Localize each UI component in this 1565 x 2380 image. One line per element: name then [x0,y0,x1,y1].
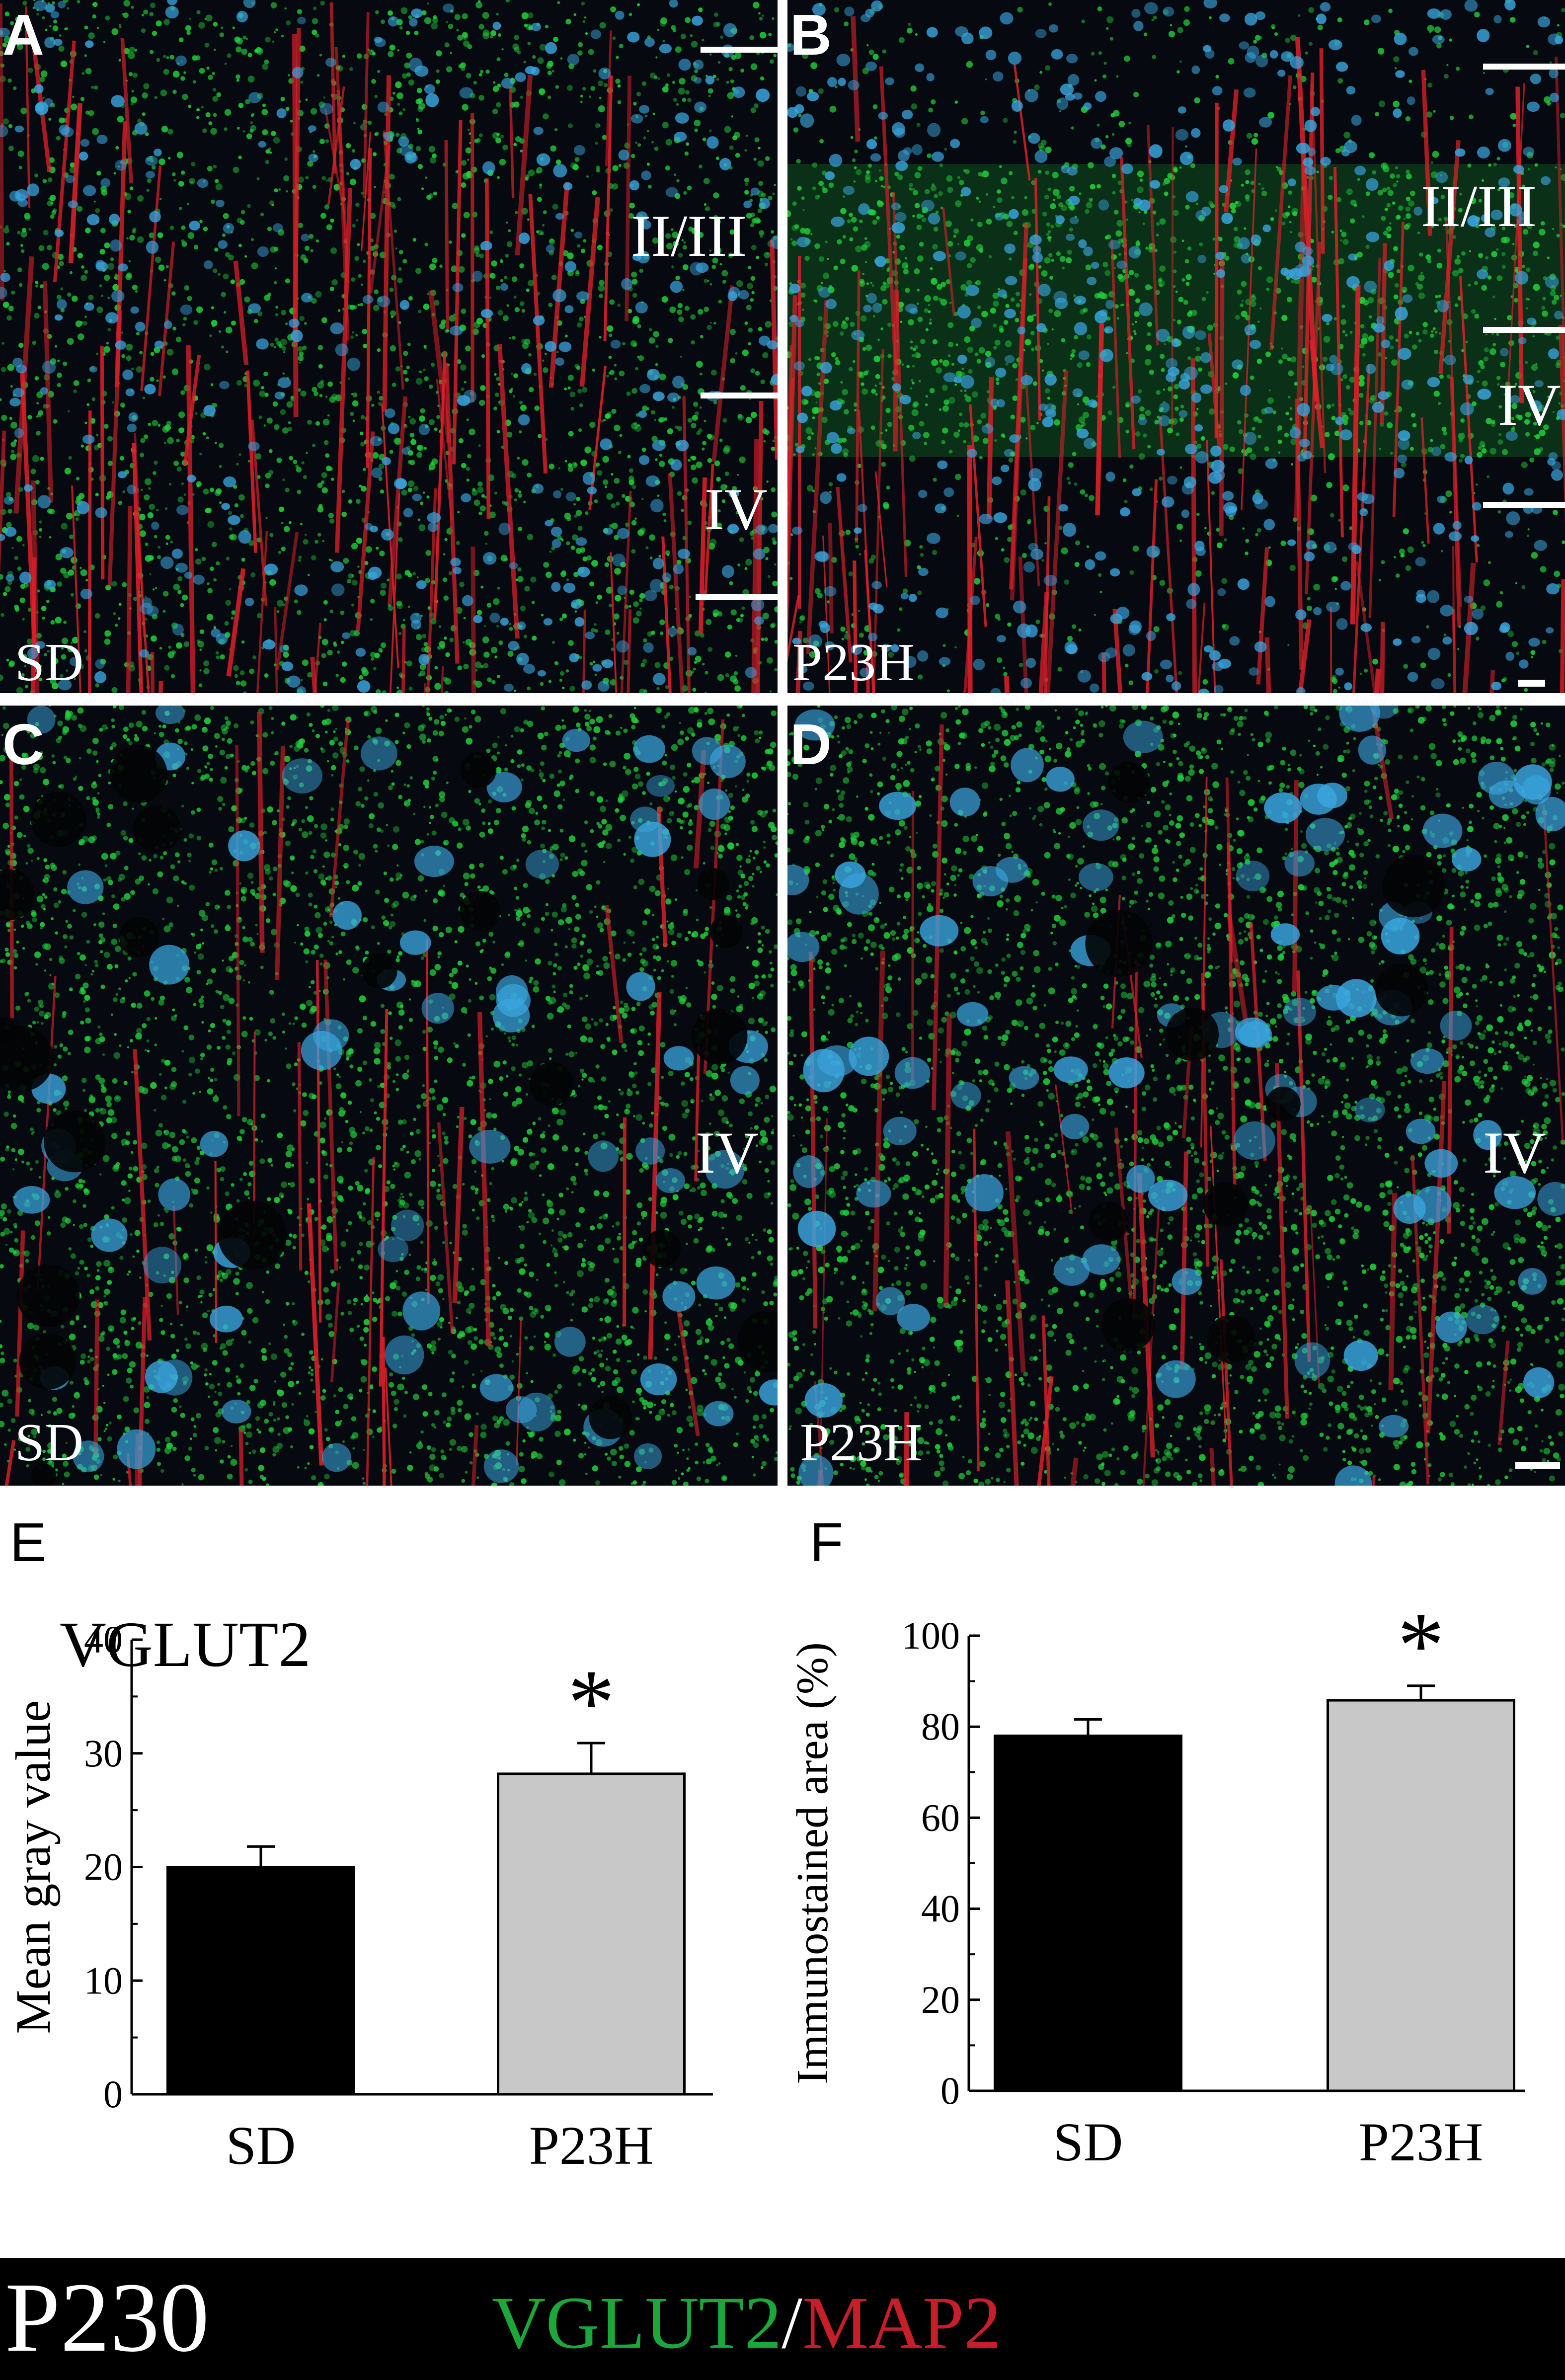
bar-p23h [497,1772,686,2096]
micrograph-image-c [0,706,778,1486]
footer-bar: P230 VGLUT2/MAP2 [0,2258,1565,2380]
panel-letter-a: A [2,2,44,67]
group-label-sd-c: SD [15,1413,84,1472]
layer-label-ii-iii-a: II/III [631,203,747,269]
legend-map2: MAP2 [802,2282,1002,2364]
layer-boundary-mark [1483,64,1565,70]
micrograph-panel-d: D P23H IV [787,706,1565,1486]
layer-label-iv-d: IV [1483,1119,1546,1186]
y-tick-label: 20 [921,1978,960,2021]
y-tick-label: 100 [902,1614,960,1657]
stain-legend: VGLUT2/MAP2 [492,2286,1001,2360]
layer-label-iv-b: IV [1498,372,1561,438]
layer-boundary-mark [701,393,778,398]
y-tick-label: 0 [103,2072,123,2116]
bar-sd [994,1735,1182,2092]
group-label-p23h-d: P23H [800,1413,923,1472]
age-label: P230 [5,2263,210,2373]
y-tick-label: 10 [84,1959,123,2002]
significance-marker: * [568,1651,615,1755]
chart-letter-f: F [810,1512,844,1573]
y-tick-label: 40 [84,1618,123,1661]
micrograph-image-a [0,0,778,693]
chart-letter-e: E [10,1512,47,1573]
panel-letter-c: C [2,712,44,777]
category-label: SD [1053,2112,1123,2172]
chart-e: 0 10 20 30 40 Mean gray value SD P23H * [5,1618,713,2176]
layer-boundary-mark [1483,327,1565,333]
layer-label-iv-a: IV [704,476,768,542]
significance-marker: * [1398,1593,1445,1698]
legend-vglut2: VGLUT2 [492,2282,782,2364]
bar-p23h [1327,1699,1515,2092]
y-tick-label: 30 [84,1732,123,1775]
micrograph-image-b [787,0,1565,693]
group-label-sd-a: SD [15,633,84,692]
micrograph-panel-b: B P23H II/III IV [787,0,1565,693]
scale-bar [1518,680,1545,687]
layer-label-ii-iii-b: II/III [1421,173,1537,239]
y-tick-label: 80 [921,1705,960,1748]
micrograph-image-d [787,706,1565,1486]
layer-boundary-mark [701,47,778,53]
layer-boundary-mark [1483,502,1565,508]
y-tick-label: 20 [84,1845,123,1889]
layer-boundary-mark [696,594,778,600]
group-label-p23h-b: P23H [792,633,915,692]
category-label: P23H [529,2115,654,2176]
y-axis-label: Immunostained area (%) [790,1642,837,2084]
category-label: P23H [1359,2112,1484,2172]
bar-sd [166,1866,355,2096]
chart-title-e: VGLUT2 [60,1609,311,1680]
y-tick-label: 60 [921,1796,960,1839]
layer-label-iv-c: IV [696,1119,759,1186]
micrograph-panel-c: C SD IV [0,706,778,1486]
legend-separator: / [782,2282,802,2364]
y-tick-label: 0 [940,2069,960,2112]
scale-bar [1515,1462,1560,1469]
micrograph-panel-a: A SD II/III IV [0,0,778,693]
chart-f: 0 20 40 60 80 100 Immunostained area (%) SD P23H… [790,1593,1525,2172]
panel-letter-b: B [790,2,832,67]
y-tick-label: 40 [921,1887,960,1930]
category-label: SD [226,2115,296,2176]
panel-letter-d: D [790,712,832,777]
y-axis-label: Mean gray value [5,1700,61,2034]
